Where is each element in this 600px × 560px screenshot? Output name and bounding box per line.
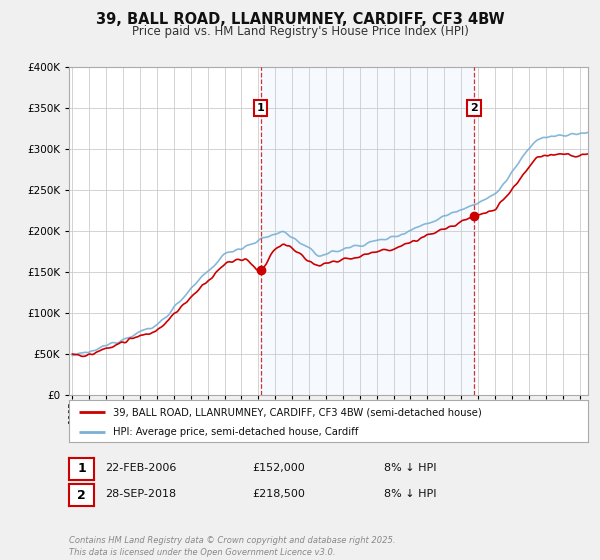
Text: 22-FEB-2006: 22-FEB-2006 — [105, 463, 176, 473]
Text: Price paid vs. HM Land Registry's House Price Index (HPI): Price paid vs. HM Land Registry's House … — [131, 25, 469, 38]
Text: 1: 1 — [257, 103, 265, 113]
Text: 28-SEP-2018: 28-SEP-2018 — [105, 489, 176, 499]
Text: HPI: Average price, semi-detached house, Cardiff: HPI: Average price, semi-detached house,… — [113, 427, 358, 437]
Text: 8% ↓ HPI: 8% ↓ HPI — [384, 489, 437, 499]
Text: £152,000: £152,000 — [252, 463, 305, 473]
Text: 39, BALL ROAD, LLANRUMNEY, CARDIFF, CF3 4BW (semi-detached house): 39, BALL ROAD, LLANRUMNEY, CARDIFF, CF3 … — [113, 407, 482, 417]
Bar — [260, 67, 474, 395]
Text: 8% ↓ HPI: 8% ↓ HPI — [384, 463, 437, 473]
Text: Contains HM Land Registry data © Crown copyright and database right 2025.
This d: Contains HM Land Registry data © Crown c… — [69, 536, 395, 557]
Text: 39, BALL ROAD, LLANRUMNEY, CARDIFF, CF3 4BW: 39, BALL ROAD, LLANRUMNEY, CARDIFF, CF3 … — [95, 12, 505, 27]
Text: 2: 2 — [77, 488, 86, 502]
Text: 2: 2 — [470, 103, 478, 113]
Text: 1: 1 — [77, 462, 86, 475]
Text: £218,500: £218,500 — [252, 489, 305, 499]
